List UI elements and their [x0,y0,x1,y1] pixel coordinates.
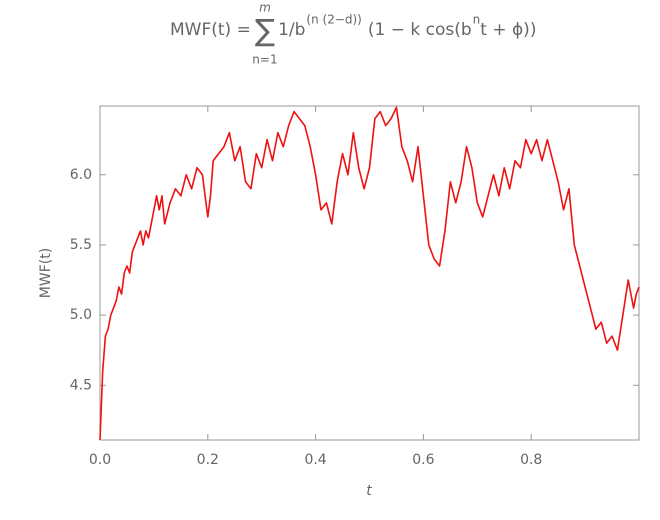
title-part: n [473,13,481,27]
sum-upper: m [259,1,271,15]
x-axis-label: t [366,483,372,499]
title-part: (1 − k cos(b [368,20,472,40]
y-tick-label: 5.0 [70,307,92,323]
y-tick-label: 6.0 [70,167,92,183]
title-part: MWF(t) = [170,20,251,40]
title-part: (n (2−d)) [306,13,361,27]
plot-frame [99,105,640,441]
x-tick-label: 0.2 [197,452,219,468]
data-line [99,106,640,441]
sum-lower: n=1 [252,53,277,67]
y-tick-label: 4.5 [70,377,92,393]
y-axis-label: MWF(t) [38,248,54,298]
x-tick-label: 0.6 [412,452,434,468]
title-part: t + ϕ)) [480,20,536,40]
x-tick-label: 0.8 [520,452,542,468]
y-tick-label: 5.5 [70,237,92,253]
title-part: 1/b [278,20,305,40]
x-tick-label: 0.4 [304,452,326,468]
sum-symbol: ∑ [255,14,275,49]
x-tick-label: 0.0 [89,452,111,468]
